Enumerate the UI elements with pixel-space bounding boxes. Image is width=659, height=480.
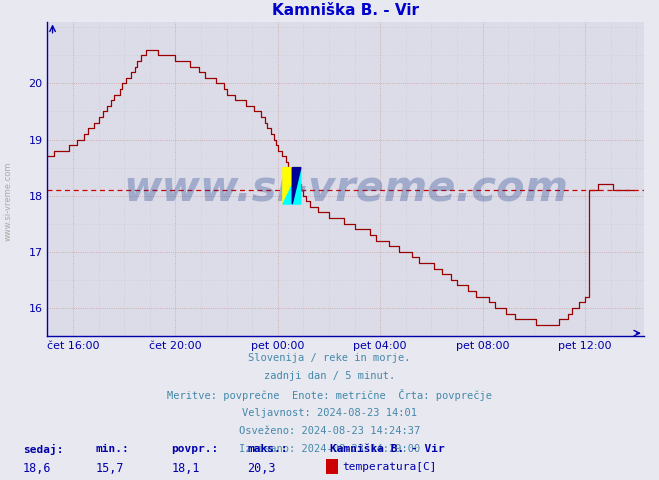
Text: Slovenija / reke in morje.: Slovenija / reke in morje. — [248, 353, 411, 363]
Text: www.si-vreme.com: www.si-vreme.com — [3, 162, 13, 241]
Text: 20,3: 20,3 — [247, 462, 275, 475]
Polygon shape — [283, 168, 301, 204]
Text: 15,7: 15,7 — [96, 462, 124, 475]
Text: www.si-vreme.com: www.si-vreme.com — [123, 167, 568, 209]
Text: min.:: min.: — [96, 444, 129, 454]
Text: temperatura[C]: temperatura[C] — [343, 462, 437, 472]
Polygon shape — [292, 168, 301, 204]
Text: povpr.:: povpr.: — [171, 444, 219, 454]
Text: Meritve: povprečne  Enote: metrične  Črta: povprečje: Meritve: povprečne Enote: metrične Črta:… — [167, 389, 492, 401]
Text: Kamniška B. - Vir: Kamniška B. - Vir — [330, 444, 444, 454]
Polygon shape — [283, 168, 301, 204]
Text: Izrisano: 2024-08-23 14:29:00: Izrisano: 2024-08-23 14:29:00 — [239, 444, 420, 454]
Text: zadnji dan / 5 minut.: zadnji dan / 5 minut. — [264, 371, 395, 381]
Text: 18,1: 18,1 — [171, 462, 200, 475]
Text: Osveženo: 2024-08-23 14:24:37: Osveženo: 2024-08-23 14:24:37 — [239, 426, 420, 436]
Text: maks.:: maks.: — [247, 444, 287, 454]
Text: sedaj:: sedaj: — [23, 444, 63, 455]
Text: 18,6: 18,6 — [23, 462, 51, 475]
Title: Kamniška B. - Vir: Kamniška B. - Vir — [272, 3, 419, 18]
Text: Veljavnost: 2024-08-23 14:01: Veljavnost: 2024-08-23 14:01 — [242, 408, 417, 418]
